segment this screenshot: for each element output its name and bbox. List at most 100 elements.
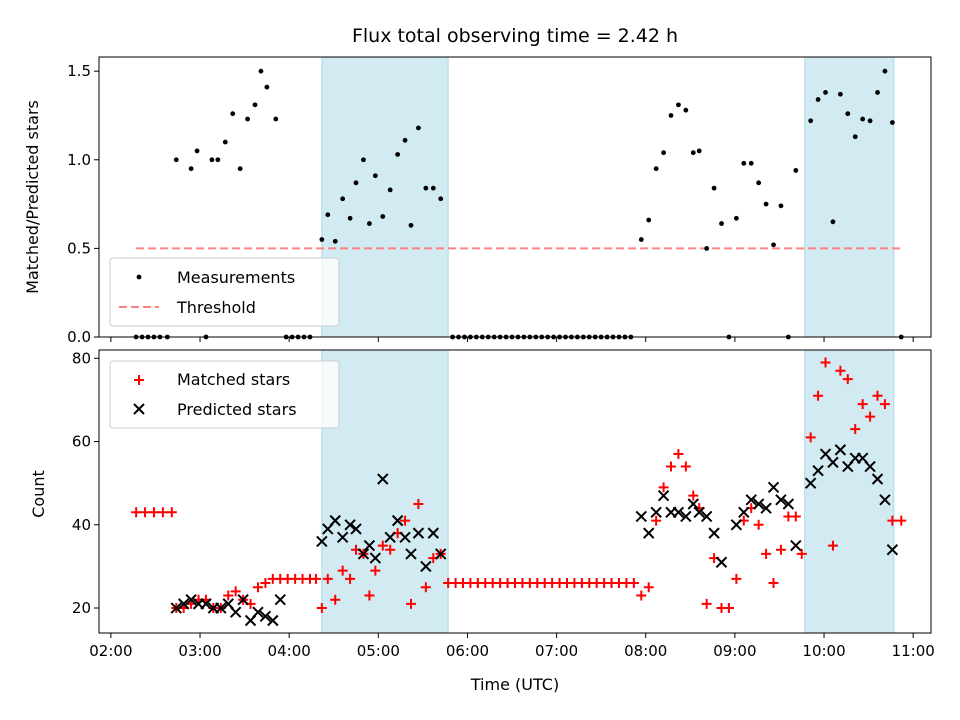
predicted-star-point bbox=[643, 527, 655, 539]
x-tick-label: 08:00 bbox=[624, 642, 667, 660]
axes-frame bbox=[98, 349, 932, 634]
predicted-star-point bbox=[316, 535, 328, 548]
predicted-star-point bbox=[185, 593, 197, 606]
measurement-point bbox=[638, 237, 644, 242]
matched-star-point bbox=[166, 507, 177, 518]
x-tick-label: 11:00 bbox=[892, 642, 935, 660]
measurement-point bbox=[430, 185, 436, 191]
measurement-point bbox=[395, 152, 401, 157]
x-tick-label: 06:00 bbox=[446, 642, 489, 660]
matched-star-point bbox=[260, 578, 271, 589]
predicted-star-point bbox=[680, 510, 692, 523]
measurement-point bbox=[719, 221, 724, 226]
predicted-star-point bbox=[871, 473, 884, 485]
measurement-point bbox=[188, 166, 194, 172]
predicted-star-point bbox=[834, 444, 847, 456]
predicted-star-point bbox=[650, 506, 662, 519]
measurement-point bbox=[823, 90, 828, 95]
predicted-star-point bbox=[693, 506, 705, 519]
matched-star-point bbox=[364, 590, 375, 601]
measurement-point bbox=[860, 116, 866, 122]
measurement-point bbox=[882, 68, 888, 74]
predicted-star-point bbox=[237, 593, 249, 606]
legend-matched-label: Matched stars bbox=[177, 370, 290, 389]
measurement-point bbox=[837, 91, 843, 97]
measurement-point bbox=[741, 160, 747, 166]
measurement-point bbox=[690, 150, 696, 156]
matched-star-point bbox=[723, 603, 734, 614]
legend-measurements-marker bbox=[136, 274, 142, 280]
predicted-star-point bbox=[782, 498, 795, 510]
predicted-star-point bbox=[369, 552, 382, 564]
measurement-point bbox=[340, 196, 346, 202]
predicted-star-point bbox=[377, 473, 389, 485]
measurement-point bbox=[252, 102, 258, 108]
measurement-point bbox=[258, 68, 264, 74]
matched-star-point bbox=[400, 515, 411, 526]
measurement-point bbox=[793, 168, 799, 173]
measurement-point bbox=[319, 237, 325, 242]
matched-star-point bbox=[680, 461, 691, 472]
matched-star-point bbox=[796, 548, 807, 559]
shaded-observing-span bbox=[321, 56, 449, 338]
measurement-point bbox=[889, 120, 895, 125]
predicted-star-point bbox=[672, 506, 685, 519]
measurement-point bbox=[668, 113, 674, 118]
matched-star-point bbox=[643, 582, 654, 593]
predicted-star-point bbox=[700, 510, 713, 523]
predicted-star-point bbox=[767, 481, 780, 494]
predicted-star-point bbox=[760, 502, 772, 514]
x-tick-label: 04:00 bbox=[268, 642, 311, 660]
matched-star-point bbox=[636, 590, 647, 601]
predicted-star-point bbox=[790, 539, 802, 552]
matched-star-point bbox=[753, 519, 764, 530]
predicted-star-point bbox=[435, 548, 447, 560]
matched-star-point bbox=[761, 548, 772, 559]
predicted-star-point bbox=[344, 519, 356, 531]
measurement-point bbox=[771, 242, 776, 248]
matched-star-point bbox=[857, 399, 868, 410]
predicted-star-point bbox=[274, 593, 286, 606]
matched-star-point bbox=[731, 573, 742, 584]
matched-star-point bbox=[666, 461, 676, 472]
x-tick-label: 10:00 bbox=[802, 642, 845, 660]
matched-star-point bbox=[865, 411, 876, 422]
measurement-point bbox=[733, 215, 739, 221]
measurement-point bbox=[230, 111, 236, 117]
predicted-star-point bbox=[657, 489, 670, 502]
y-tick-label: 1.5 bbox=[67, 62, 91, 80]
measurement-point bbox=[756, 180, 762, 186]
legend-box bbox=[109, 360, 340, 429]
predicted-star-point bbox=[730, 519, 743, 531]
measurement-point bbox=[711, 185, 717, 191]
measurement-point bbox=[748, 160, 754, 166]
measurement-point bbox=[852, 134, 858, 140]
predicted-star-point bbox=[177, 598, 190, 610]
matched-star-point bbox=[805, 432, 816, 443]
legend-predicted-marker bbox=[133, 403, 145, 415]
matched-star-point bbox=[330, 594, 341, 605]
matched-star-point bbox=[385, 544, 396, 555]
matched-star-point bbox=[148, 507, 159, 518]
measurement-point bbox=[875, 90, 880, 95]
x-tick-label: 02:00 bbox=[89, 642, 132, 660]
matched-star-point bbox=[658, 482, 669, 493]
measurement-point bbox=[683, 107, 689, 113]
measurement-point bbox=[237, 166, 243, 172]
matched-star-point bbox=[651, 515, 662, 526]
predicted-star-point bbox=[745, 494, 757, 506]
measurement-point bbox=[387, 187, 393, 193]
matched-star-point bbox=[131, 507, 142, 518]
x-tick-label: 03:00 bbox=[178, 642, 221, 660]
predicted-star-point bbox=[384, 531, 396, 543]
y-tick-label: 40 bbox=[72, 516, 91, 534]
predicted-star-point bbox=[775, 494, 787, 506]
matched-star-point bbox=[688, 490, 699, 501]
predicted-star-point bbox=[827, 456, 839, 469]
bottom-axes: 20 40 60 80 02:00 03:00 04:00 05:00 06:00 07:00 08… bbox=[72, 349, 935, 660]
matched-star-point bbox=[790, 511, 801, 522]
measurement-point bbox=[194, 148, 200, 154]
matched-star-point bbox=[827, 540, 838, 551]
predicted-star-point bbox=[420, 560, 432, 573]
